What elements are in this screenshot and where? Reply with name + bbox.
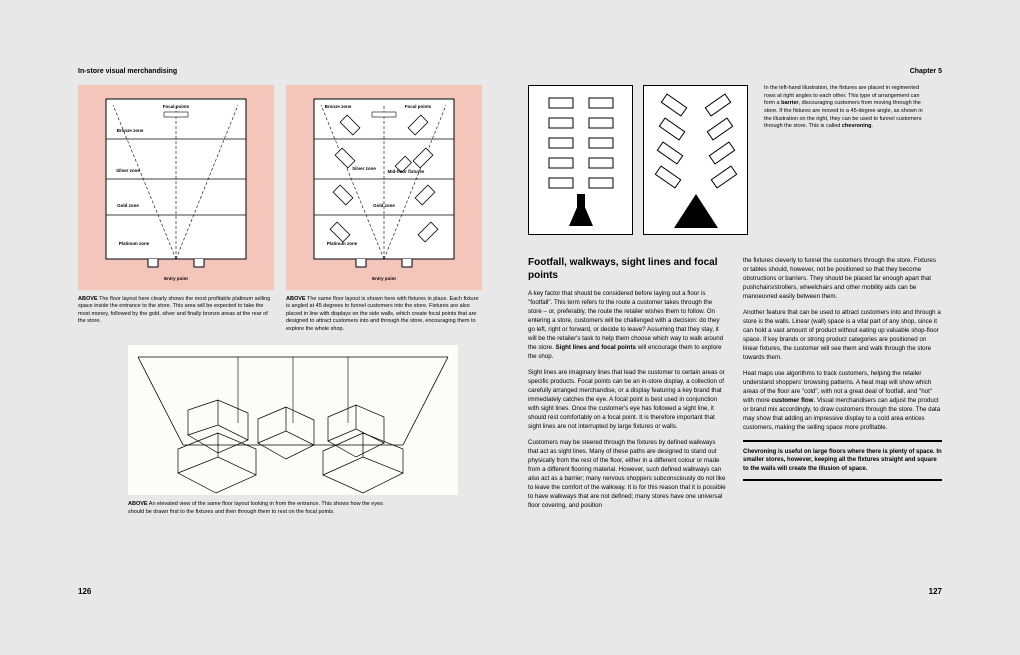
column-1: Footfall, walkways, sight lines and foca… [528,257,727,518]
svg-text:Entry point: Entry point [372,276,396,281]
body-columns: Footfall, walkways, sight lines and foca… [528,257,942,518]
svg-text:Gold zone: Gold zone [373,203,395,208]
callout-box: Chevroning is useful on large floors whe… [743,440,942,481]
para-4: the fixtures cleverly to funnel the cust… [743,257,942,302]
label-platinum: Platinum zone [119,241,150,246]
para-3: Customers may be steered through the fix… [528,439,727,511]
para-5: Another feature that can be used to attr… [743,309,942,363]
right-diagram-row: In the left-hand illustration, the fixtu… [528,85,942,235]
page-left: In-store visual merchandising Focal poin [60,60,510,600]
svg-text:Silver zone: Silver zone [352,166,376,171]
section-heading: Footfall, walkways, sight lines and foca… [528,257,727,282]
caption-chevroning: In the left-hand illustration, the fixtu… [758,85,928,235]
diagram-grid-straight [528,85,633,235]
floor-diagram-fixtures: Bronze zone Focal points Silver zone Mid… [286,85,482,290]
page-right: Chapter 5 [510,60,960,600]
page-number-left: 126 [78,587,91,596]
svg-text:Bronze zone: Bronze zone [325,104,352,109]
running-head-right: Chapter 5 [528,68,942,75]
svg-text:Platinum zone: Platinum zone [327,241,358,246]
column-2: the fixtures cleverly to funnel the cust… [743,257,942,518]
para-2: Sight lines are imaginary lines that lea… [528,369,727,432]
floor-diagram-row: Focal points Bronze zone Silver zone Gol… [78,85,492,290]
label-gold: Gold zone [117,203,139,208]
label-focal: Focal points [163,104,190,109]
floor-diagram-zones: Focal points Bronze zone Silver zone Gol… [78,85,274,290]
diagram-grid-chevron [643,85,748,235]
perspective-sketch [128,345,458,495]
label-entry: Entry point [164,276,188,281]
caption-diagram-1: ABOVE The floor layout here clearly show… [78,296,274,333]
para-6: Heat maps use algorithms to track custom… [743,370,942,433]
label-silver: Silver zone [116,168,140,173]
caption-row: ABOVE The floor layout here clearly show… [78,290,492,333]
label-bronze: Bronze zone [117,128,144,133]
caption-diagram-2: ABOVE The same floor layout is shown her… [286,296,482,333]
page-number-right: 127 [929,587,942,596]
svg-text:Focal points: Focal points [405,104,432,109]
perspective-block: ABOVE An elevated view of the same floor… [128,345,458,516]
running-head-left: In-store visual merchandising [78,68,492,75]
caption-perspective: ABOVE An elevated view of the same floor… [128,501,388,516]
svg-text:Mid-floor fixtures: Mid-floor fixtures [388,169,425,174]
para-1: A key factor that should be considered b… [528,290,727,362]
